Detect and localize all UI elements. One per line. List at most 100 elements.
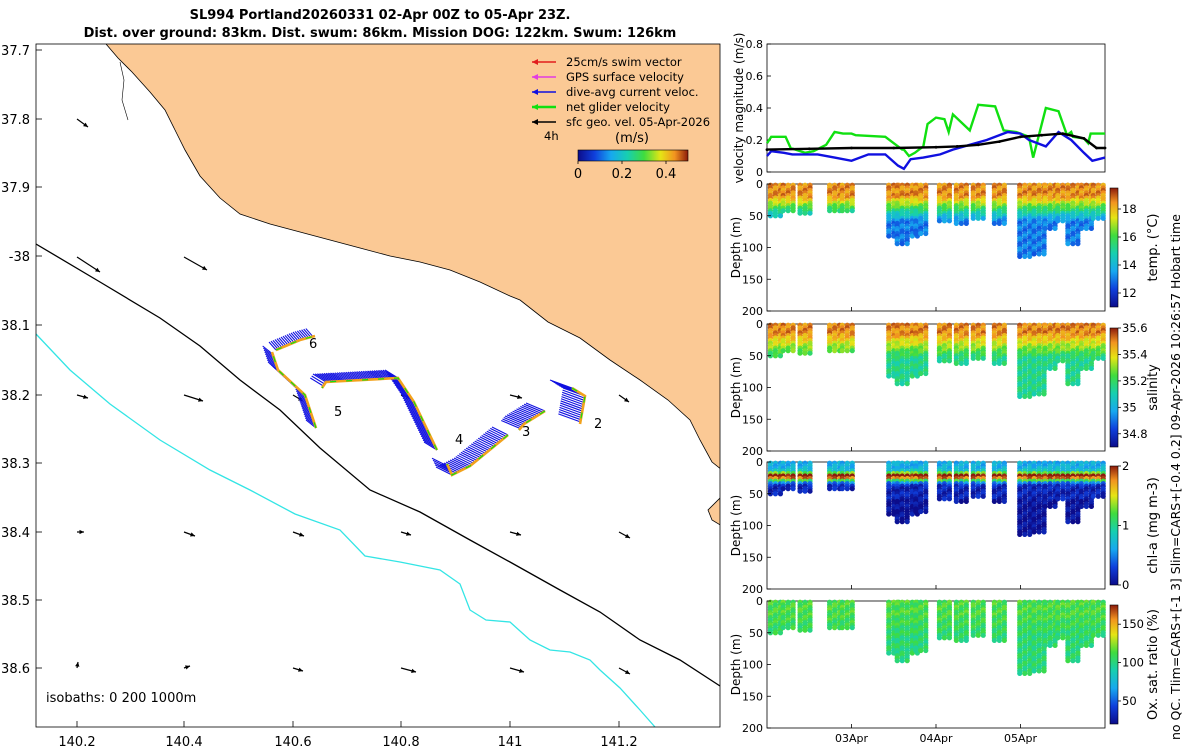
dive-avg-vector	[460, 451, 478, 461]
profile-point	[790, 208, 796, 214]
profile-point	[1060, 218, 1066, 224]
profile-point	[1083, 225, 1090, 232]
profile-point	[1090, 493, 1096, 499]
section-colorbar-tick-label: 1	[1122, 519, 1129, 533]
dive-avg-vector	[406, 405, 421, 415]
profile-point	[1047, 503, 1053, 510]
profile-point	[953, 360, 959, 366]
dive-avg-vector	[469, 444, 486, 454]
section-profiles	[767, 182, 1106, 259]
geo-arrow	[292, 667, 304, 672]
dive-avg-vector	[483, 433, 500, 443]
profile-point	[1022, 393, 1028, 399]
dive-avg-vector	[472, 442, 490, 451]
section-colorbar-tick-label: 35.2	[1122, 374, 1148, 388]
isobath-200m	[36, 243, 720, 687]
profile-point	[1055, 635, 1061, 641]
dive-avg-vector	[467, 446, 485, 456]
profile-point	[1088, 365, 1095, 372]
dive-avg-vector	[402, 397, 417, 407]
dive-avg-vector	[407, 407, 421, 417]
dive-avg-vector	[351, 371, 366, 381]
section-colorbar	[1109, 465, 1119, 586]
dive-avg-vector	[408, 409, 422, 419]
profile-point	[980, 355, 986, 361]
dive-avg-vector	[310, 377, 324, 387]
profile-point	[1031, 391, 1037, 397]
lat-tick-label: 38.1	[1, 319, 30, 334]
dive-avg-vector	[312, 373, 327, 383]
dive-avg-vector	[417, 429, 432, 439]
dive-avg-vector	[419, 433, 434, 443]
dive-avg-vector	[502, 418, 522, 428]
section-ytick-label: 200	[742, 722, 763, 735]
profile-point	[923, 230, 929, 237]
profile-point	[970, 632, 976, 638]
section-ylabel: Depth (m)	[729, 217, 743, 278]
dive-avg-vector	[282, 335, 291, 345]
lon-axis: 140.2 140.4 140.6 140.8 141 141.2	[58, 721, 638, 750]
section-ytick-label: 100	[742, 382, 763, 395]
speed-colorbar-ticks: 0 0.2 0.4	[574, 161, 676, 182]
velocity-series-point	[1082, 137, 1086, 140]
velocity-plot-frame	[766, 43, 1106, 173]
section-profiles	[767, 322, 1106, 399]
profile-point	[1041, 529, 1047, 535]
dive-avg-vector	[327, 372, 342, 382]
profile-point	[1017, 670, 1023, 676]
dive-avg-vector	[420, 435, 435, 445]
profile-point	[1075, 241, 1081, 247]
dive-avg-vector	[323, 372, 338, 382]
profile-point	[1100, 632, 1106, 638]
velocity-series-line	[766, 132, 1105, 151]
profile-point	[839, 486, 845, 492]
profile-point	[1027, 531, 1033, 537]
geo-arrow	[77, 529, 84, 535]
geo-arrow	[618, 667, 631, 675]
dive-avg-vector	[354, 371, 368, 381]
dive-avg-vector	[423, 441, 438, 451]
legend-label: dive-avg current veloc.	[566, 85, 699, 99]
dive-avg-vector	[336, 372, 351, 382]
lat-tick-label: 37.8	[1, 113, 30, 128]
profile-point	[1055, 218, 1061, 224]
track-leg	[501, 402, 546, 431]
geo-velocity-arrows	[75, 118, 631, 675]
profile-point	[1036, 391, 1042, 397]
profile-point	[1078, 642, 1085, 649]
section-ytick-label: 100	[742, 520, 763, 533]
profile-point	[844, 625, 850, 631]
dive-avg-vector	[412, 417, 426, 427]
dive-avg-vector	[314, 373, 329, 383]
figure-subtitle: Dist. over ground: 83km. Dist. swum: 86k…	[83, 26, 677, 41]
profile-point	[913, 230, 919, 237]
waypoint-label: 6	[309, 337, 317, 352]
dive-avg-vector	[462, 450, 479, 460]
dive-avg-vector	[367, 370, 381, 380]
dive-avg-vector	[561, 393, 585, 403]
profile-point	[772, 353, 779, 359]
profile-point	[886, 373, 892, 379]
profile-point	[1031, 251, 1037, 257]
profile-point	[1100, 355, 1106, 361]
dive-avg-vector	[362, 370, 377, 380]
profile-point	[844, 348, 850, 354]
isobaths-label: isobaths: 0 200 1000m	[46, 691, 196, 706]
profile-point	[1001, 498, 1007, 504]
section-colorbar	[1109, 604, 1119, 725]
dive-avg-vector	[421, 437, 436, 447]
dive-avg-vector	[294, 331, 303, 340]
dive-avg-vector	[476, 439, 493, 449]
dive-avg-vector	[558, 413, 581, 423]
dive-avg-vector	[416, 425, 430, 435]
profile-point	[1090, 355, 1096, 361]
geo-arrow	[400, 531, 412, 536]
profile-point	[975, 493, 981, 499]
speed-colorbar: (m/s) 0 0.2 0.4	[574, 131, 689, 182]
time-axis-label: 04Apr	[919, 732, 953, 745]
dive-avg-vector	[432, 459, 450, 469]
track-line	[445, 433, 509, 477]
